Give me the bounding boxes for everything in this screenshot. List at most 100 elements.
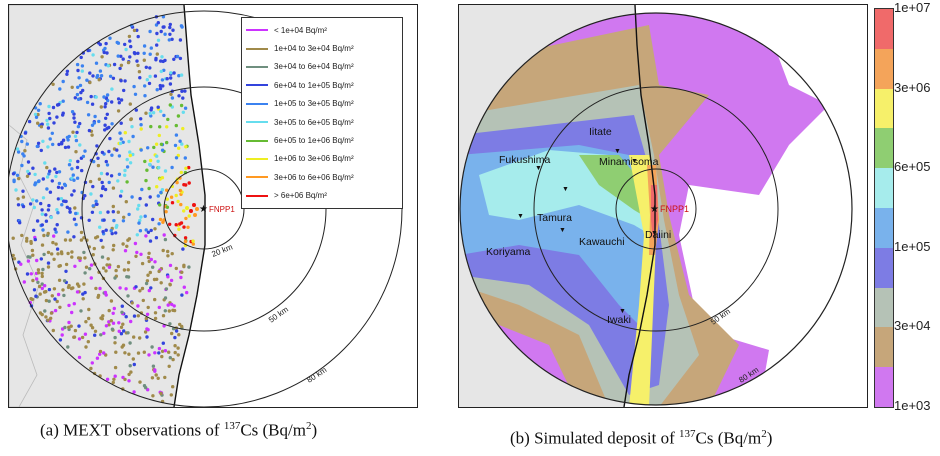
observation-point	[36, 141, 41, 145]
observation-point	[125, 157, 129, 162]
observation-point	[166, 249, 170, 254]
observation-point	[117, 329, 121, 333]
observation-point	[162, 233, 166, 237]
observation-point	[90, 326, 95, 330]
observation-point	[177, 146, 181, 150]
colorbar-segment	[875, 207, 893, 248]
observation-point	[116, 109, 121, 113]
observation-point	[63, 145, 68, 150]
observation-point	[133, 92, 138, 97]
observation-point	[102, 331, 106, 335]
observation-point	[140, 261, 145, 266]
observation-point	[61, 288, 65, 292]
observation-point	[151, 364, 156, 368]
observation-point	[40, 208, 44, 212]
legend-swatch	[246, 194, 268, 197]
observation-point	[110, 100, 114, 104]
observation-point	[165, 205, 170, 209]
observation-point	[53, 167, 57, 171]
observation-point	[121, 242, 125, 246]
observation-point	[57, 142, 61, 147]
observation-point	[65, 135, 70, 140]
observation-point	[146, 273, 150, 277]
observation-point	[72, 235, 76, 239]
observation-point	[101, 245, 105, 249]
observation-point	[132, 390, 136, 394]
observation-point	[111, 204, 116, 209]
observation-point	[157, 222, 161, 226]
observation-point	[155, 88, 159, 92]
observation-point	[182, 225, 186, 229]
ring-50km-b	[533, 86, 779, 332]
observation-point	[48, 116, 52, 121]
town-label: Minamisoma	[599, 156, 659, 168]
legend-label: 3e+04 to 6e+04 Bq/m²	[274, 62, 354, 72]
observation-point	[125, 275, 129, 279]
observation-point	[60, 186, 64, 190]
observation-point	[99, 171, 104, 176]
observation-point	[138, 336, 142, 340]
observation-point	[64, 269, 68, 273]
observation-point	[101, 314, 105, 318]
observation-point	[139, 148, 143, 152]
observation-point	[50, 179, 54, 183]
observation-point	[102, 351, 106, 355]
observation-point	[98, 210, 103, 215]
observation-point	[119, 137, 123, 141]
observation-point	[143, 330, 148, 334]
observation-point	[20, 163, 24, 168]
observation-point	[154, 236, 159, 240]
observation-point	[136, 34, 140, 39]
observation-point	[112, 62, 117, 67]
observation-point	[55, 208, 59, 212]
observation-point	[94, 286, 98, 291]
observation-point	[141, 298, 145, 303]
observation-point	[154, 373, 158, 377]
observation-point	[143, 214, 147, 218]
observation-point	[89, 192, 93, 196]
observation-point	[103, 187, 108, 192]
observation-point	[163, 169, 168, 173]
observation-point	[70, 193, 74, 197]
observation-point	[104, 293, 108, 297]
observation-point	[147, 288, 151, 293]
observation-point	[161, 248, 165, 253]
observation-point	[63, 325, 67, 330]
observation-point	[105, 172, 110, 176]
observation-point	[77, 337, 82, 341]
observation-point	[75, 176, 80, 180]
observation-point	[123, 351, 127, 355]
observation-point	[118, 66, 122, 71]
observation-point	[12, 257, 17, 261]
observation-point	[129, 319, 133, 324]
observation-point	[113, 276, 117, 280]
observation-point	[151, 265, 155, 269]
observation-point	[122, 329, 126, 333]
observation-point	[136, 63, 140, 68]
observation-point	[46, 231, 50, 236]
observation-point	[56, 292, 61, 297]
observation-point	[157, 269, 161, 274]
observation-point	[170, 165, 174, 170]
observation-point	[133, 241, 138, 246]
observation-point	[25, 272, 30, 276]
colorbar-segment	[875, 367, 893, 407]
observation-point	[42, 290, 47, 294]
observation-point	[104, 102, 108, 106]
observation-point	[174, 266, 178, 271]
legend-swatch	[246, 176, 268, 179]
observation-point	[183, 239, 188, 244]
observation-point	[158, 125, 162, 129]
observation-point	[36, 112, 40, 117]
observation-point	[181, 247, 185, 251]
observation-point	[19, 262, 23, 266]
observation-point	[182, 209, 186, 213]
observation-point	[71, 130, 75, 134]
observation-point	[65, 205, 69, 209]
observation-point	[109, 319, 114, 323]
observation-point	[40, 271, 44, 276]
observation-point	[121, 322, 125, 326]
town-label: Koriyama	[486, 246, 531, 258]
observation-point	[106, 64, 111, 68]
observation-point	[118, 131, 122, 135]
